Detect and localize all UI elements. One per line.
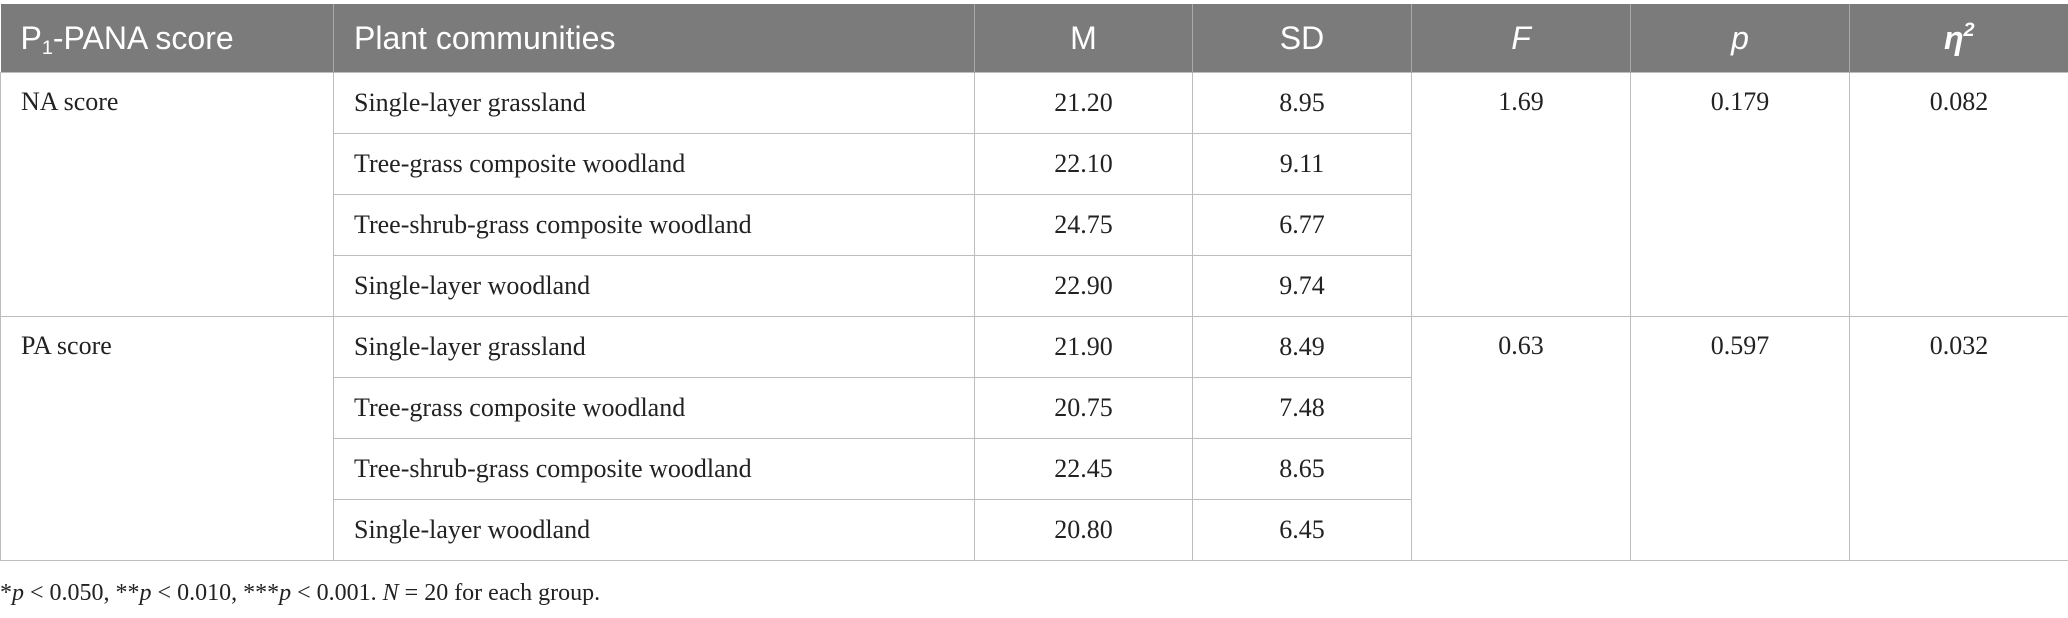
footnote-text: < 0.050, bbox=[24, 580, 116, 606]
eta-squared-na: 0.082 bbox=[1849, 72, 2068, 317]
mean-cell: 24.75 bbox=[974, 194, 1193, 256]
sd-cell: 6.45 bbox=[1192, 499, 1412, 561]
table-row: Tree-grass composite woodland 22.10 9.11 bbox=[1, 133, 2068, 195]
p-value-na: 0.179 bbox=[1630, 72, 1850, 317]
header-eta-squared: η2 bbox=[1849, 4, 2068, 73]
community-cell: Single-layer woodland bbox=[333, 499, 975, 561]
header-eta-superscript: 2 bbox=[1963, 18, 1975, 41]
f-value-pa: 0.63 bbox=[1411, 316, 1631, 561]
footnote-text: = 20 for each group. bbox=[398, 580, 601, 606]
community-cell: Tree-shrub-grass composite woodland bbox=[333, 194, 975, 256]
mean-cell: 20.75 bbox=[974, 377, 1193, 439]
community-cell: Tree-grass composite woodland bbox=[333, 377, 975, 439]
p-value-pa: 0.597 bbox=[1630, 316, 1850, 561]
group-label-pa: PA score bbox=[0, 316, 334, 561]
table-row: Single-layer woodland 20.80 6.45 bbox=[1, 499, 2068, 561]
header-p: p bbox=[1630, 4, 1850, 73]
sd-cell: 6.77 bbox=[1192, 194, 1412, 256]
mean-cell: 21.90 bbox=[974, 316, 1193, 378]
mean-cell: 21.20 bbox=[974, 72, 1193, 134]
footnote-star: *** bbox=[243, 580, 280, 606]
table-row: NA score Single-layer grassland 21.20 8.… bbox=[0, 72, 2068, 317]
sd-cell: 7.48 bbox=[1192, 377, 1412, 439]
header-sd: SD bbox=[1192, 4, 1412, 73]
header-score-suffix: -PANA score bbox=[52, 19, 234, 56]
sd-cell: 8.95 bbox=[1192, 72, 1412, 134]
community-cell: Tree-grass composite woodland bbox=[333, 133, 975, 195]
eta-squared-pa: 0.032 bbox=[1849, 316, 2068, 561]
group-label-na: NA score bbox=[0, 72, 334, 317]
footnote-var: p bbox=[12, 580, 24, 606]
table-row: Tree-shrub-grass composite woodland 22.4… bbox=[1, 438, 2068, 500]
header-row: P1-PANA score Plant communities M SD F p… bbox=[0, 4, 2068, 73]
footnote-var: N bbox=[382, 580, 399, 606]
header-mean: M bbox=[974, 4, 1193, 73]
mean-cell: 22.10 bbox=[974, 133, 1193, 195]
footnote-star: ** bbox=[115, 580, 140, 606]
footnote-star: * bbox=[0, 580, 12, 606]
footnote-text: < 0.010, bbox=[151, 580, 244, 606]
sd-cell: 8.65 bbox=[1192, 438, 1412, 500]
mean-cell: 20.80 bbox=[974, 499, 1193, 561]
header-plant-communities: Plant communities bbox=[333, 4, 975, 73]
community-cell: Single-layer woodland bbox=[333, 255, 975, 317]
footnote-text: < 0.001. bbox=[291, 580, 383, 606]
sd-cell: 8.49 bbox=[1192, 316, 1412, 378]
table-row: PA score Single-layer grassland 21.90 8.… bbox=[0, 316, 2068, 561]
mean-cell: 22.45 bbox=[974, 438, 1193, 500]
results-table: P1-PANA score Plant communities M SD F p… bbox=[0, 4, 2068, 561]
community-cell: Tree-shrub-grass composite woodland bbox=[333, 438, 975, 500]
anova-table: P1-PANA score Plant communities M SD F p… bbox=[0, 4, 2068, 561]
header-pana-score: P1-PANA score bbox=[0, 4, 334, 73]
sd-cell: 9.11 bbox=[1192, 133, 1412, 195]
sd-cell: 9.74 bbox=[1192, 255, 1412, 317]
header-eta: η bbox=[1943, 19, 1964, 56]
footnote-var: p bbox=[279, 580, 292, 606]
mean-cell: 22.90 bbox=[974, 255, 1193, 317]
f-value-na: 1.69 bbox=[1411, 72, 1631, 317]
community-cell: Single-layer grassland bbox=[333, 72, 975, 134]
community-cell: Single-layer grassland bbox=[333, 316, 975, 378]
header-score-prefix: P bbox=[20, 19, 42, 56]
table-footnote: *p < 0.050, **p < 0.010, ***p < 0.001. N… bbox=[0, 580, 600, 607]
table-row: Tree-grass composite woodland 20.75 7.48 bbox=[1, 377, 2068, 439]
header-f: F bbox=[1411, 4, 1631, 73]
header-score-subscript: 1 bbox=[41, 36, 53, 59]
footnote-var: p bbox=[139, 580, 152, 606]
